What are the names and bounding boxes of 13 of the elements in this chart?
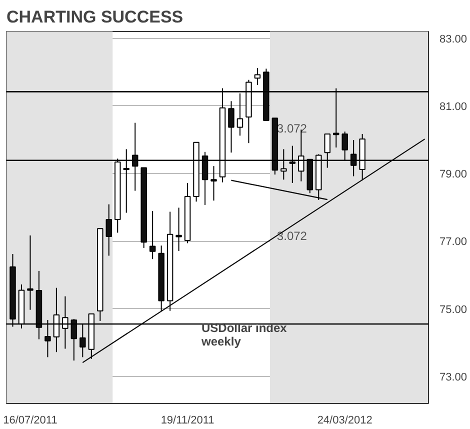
x-tick-label: 24/03/2012 [317,414,372,426]
x-tick-label: 16/07/2011 [3,414,58,426]
chart-title: CHARTING SUCCESS [6,8,184,26]
y-tick-label: 79.00 [440,168,468,181]
y-tick-label: 83.00 [440,33,468,46]
y-tick-label: 81.00 [440,100,468,113]
annotation: USDollar index weekly [200,321,288,348]
y-tick-label: 77.00 [440,236,468,248]
y-tick-label: 75.00 [440,304,468,316]
x-tick-label: 19/11/2011 [160,414,214,426]
annotation: 3.072 [276,121,308,136]
y-tick-label: 73.00 [440,371,468,384]
annotation: 3.072 [276,228,308,243]
